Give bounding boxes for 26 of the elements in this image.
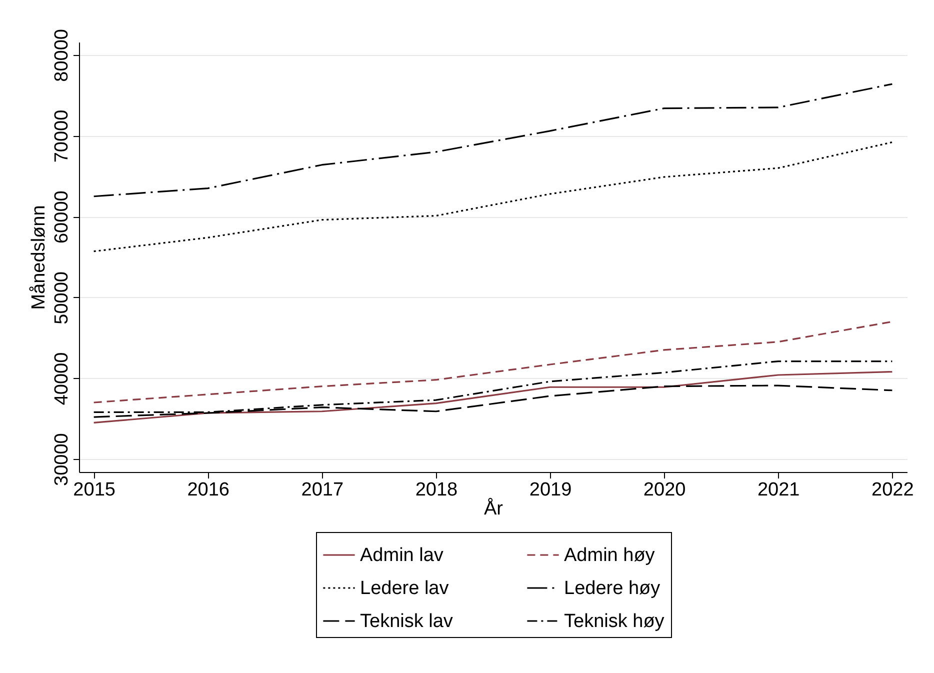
x-tick-label: 2015 (73, 480, 116, 500)
y-tick-label: 60000 (52, 190, 72, 244)
y-tick-label: 50000 (52, 271, 72, 324)
legend-label: Ledere høy (564, 578, 661, 599)
legend-label: Admin høy (564, 545, 656, 566)
line-series (93, 83, 893, 198)
x-tick-label: 2016 (187, 480, 230, 500)
legend-label: Ledere lav (360, 578, 450, 599)
x-tick-label: 2017 (301, 480, 344, 500)
y-tick-label: 80000 (52, 29, 72, 82)
legend-label: Admin lav (360, 545, 444, 566)
x-axis-title: År (484, 498, 504, 520)
y-tick-label: 40000 (52, 352, 72, 406)
x-tick-label: 2020 (643, 480, 686, 500)
x-tick-label: 2018 (415, 480, 458, 500)
legend-label: Teknisk høy (564, 611, 665, 632)
line-series (93, 320, 893, 404)
y-tick-label: 70000 (52, 110, 72, 163)
x-tick-label: 2022 (872, 480, 914, 500)
y-tick-label: 30000 (52, 433, 72, 486)
x-tick-label: 2021 (757, 480, 800, 500)
line-series (93, 141, 893, 252)
x-tick-label: 2019 (529, 480, 572, 500)
legend-label: Teknisk lav (360, 611, 454, 632)
y-axis-title: Månedslønn (28, 205, 50, 310)
line-series (93, 370, 893, 424)
